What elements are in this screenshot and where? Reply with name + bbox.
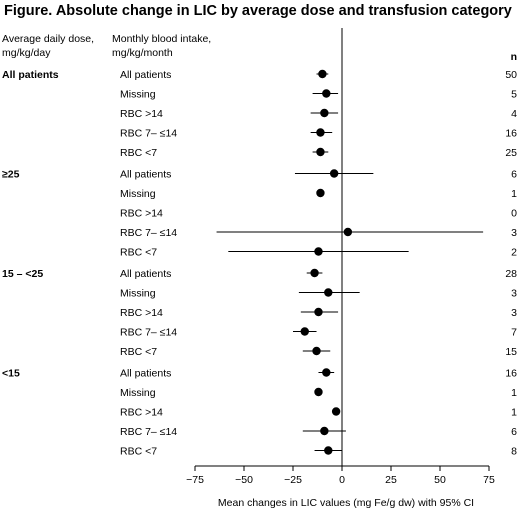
transfusion-category-label: RBC >14 [120,108,163,120]
n-value: 1 [511,188,517,200]
x-tick-label: 25 [385,474,397,486]
mean-point [314,307,323,317]
mean-point [324,446,333,455]
n-value: 3 [511,307,517,319]
transfusion-category-label: RBC 7– ≤14 [120,128,177,140]
mean-point [312,346,321,356]
transfusion-category-label: RBC >14 [120,307,163,319]
n-value: 8 [511,446,517,458]
x-tick-label: −25 [284,474,302,486]
dose-column-header: Average daily dose, mg/kg/day [2,32,112,60]
n-column-header: n [511,51,517,63]
x-axis-label: Mean changes in LIC values (mg Fe/g dw) … [218,497,474,509]
n-value: 25 [505,147,517,159]
mean-point [316,147,325,157]
n-value: 4 [511,108,517,120]
mean-point [314,247,323,256]
transfusion-category-label: Missing [120,387,156,399]
transfusion-category-label: RBC 7– ≤14 [120,327,177,339]
mean-point [331,407,341,416]
x-tick-label: 75 [483,474,495,486]
transfusion-category-label: RBC <7 [120,346,157,358]
dose-header-line1: Average daily dose, [2,33,95,45]
mean-point [329,169,339,178]
n-value: 1 [511,407,517,419]
transfusion-category-label: Missing [120,89,156,101]
mean-point [320,426,329,436]
x-tick-label: 0 [339,474,345,486]
mean-point [316,188,325,198]
x-tick-label: −75 [186,474,204,486]
n-value: 28 [505,268,517,280]
n-value: 3 [511,227,517,239]
dose-group-label: <15 [2,368,20,380]
mean-point [318,69,327,79]
dose-group-label: All patients [2,69,59,81]
n-value: 2 [511,247,517,259]
n-value: 0 [511,208,517,220]
transfusion-category-label: RBC >14 [120,208,163,220]
transfusion-category-label: RBC <7 [120,147,157,159]
n-value: 6 [511,169,517,181]
n-value: 1 [511,387,517,399]
mean-point [322,89,331,98]
transfusion-category-label: RBC >14 [120,407,163,419]
mean-point [314,387,323,397]
transfusion-category-label: RBC 7– ≤14 [120,426,177,438]
x-tick-label: 50 [434,474,446,486]
n-value: 16 [505,368,517,380]
mean-point [310,268,319,278]
chart-title: Figure. Absolute change in LIC by averag… [4,3,512,19]
transfusion-category-label: All patients [120,169,171,181]
mean-point [324,288,333,297]
n-value: 15 [505,346,517,358]
mean-point [316,128,325,137]
mean-point [322,368,331,377]
intake-column-header: Monthly blood intake, mg/kg/month [112,32,242,60]
transfusion-category-label: All patients [120,268,171,280]
mean-point [343,227,353,237]
transfusion-category-label: RBC <7 [120,446,157,458]
mean-point [320,108,329,118]
transfusion-category-label: RBC 7– ≤14 [120,227,177,239]
transfusion-category-label: RBC <7 [120,247,157,259]
x-tick-label: −50 [235,474,253,486]
n-value: 5 [511,89,517,101]
dose-group-label: ≥25 [2,169,20,181]
transfusion-category-label: All patients [120,368,171,380]
intake-header-line2: mg/kg/month [112,47,173,59]
n-value: 16 [505,128,517,140]
n-value: 6 [511,426,517,438]
transfusion-category-label: Missing [120,188,156,200]
n-value: 3 [511,288,517,300]
mean-point [300,327,309,336]
transfusion-category-label: Missing [120,288,156,300]
transfusion-category-label: All patients [120,69,171,81]
n-value: 50 [505,69,517,81]
n-value: 7 [511,327,517,339]
dose-header-line2: mg/kg/day [2,47,51,59]
dose-group-label: 15 – <25 [2,268,43,280]
intake-header-line1: Monthly blood intake, [112,33,212,45]
